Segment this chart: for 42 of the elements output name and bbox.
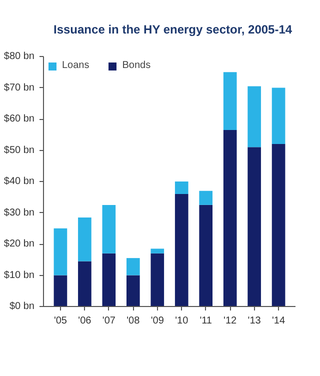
x-tick-label: '13 (248, 316, 262, 326)
y-tick-label: $10 bn (4, 270, 35, 281)
bar (126, 275, 140, 306)
bar (102, 204, 116, 254)
bar (78, 217, 92, 262)
bar (272, 88, 286, 144)
y-tick-label: $0 bn (9, 301, 35, 312)
bar (78, 261, 92, 306)
x-tick-label: '06 (78, 316, 92, 326)
bar (150, 253, 164, 306)
bar (248, 147, 261, 306)
y-tick-label: $80 bn (4, 51, 35, 62)
bar (223, 130, 237, 306)
x-tick-label: '09 (150, 316, 164, 326)
bar (150, 248, 164, 254)
legend-label: Bonds (122, 60, 151, 71)
bar (223, 72, 237, 130)
bar (272, 144, 286, 306)
x-tick-label: '11 (200, 316, 212, 326)
y-tick-label: $20 bn (4, 238, 35, 250)
y-tick-label: $30 bn (4, 207, 35, 218)
x-tick-label: '08 (126, 316, 140, 326)
bar (248, 86, 261, 148)
bar (54, 228, 68, 276)
legend-label: Loans (62, 60, 90, 71)
bar (102, 253, 116, 306)
bar (54, 275, 68, 306)
y-tick-label: $60 bn (4, 114, 35, 124)
y-tick-label: $40 bn (4, 176, 35, 187)
bar (174, 182, 188, 194)
x-tick-label: '07 (102, 316, 116, 326)
y-tick-label: $70 bn (4, 82, 35, 94)
x-tick-label: '12 (224, 316, 238, 326)
bar (199, 190, 213, 205)
chart-title: Issuance in the HY energy sector, 2005-14 (54, 22, 292, 36)
x-tick-label: '14 (272, 316, 286, 326)
x-tick-label: '10 (175, 316, 189, 326)
x-tick-label: '05 (54, 316, 68, 326)
bar (126, 258, 140, 276)
bar (199, 204, 213, 306)
bar (174, 194, 188, 306)
y-tick-label: $50 bn (4, 144, 35, 156)
